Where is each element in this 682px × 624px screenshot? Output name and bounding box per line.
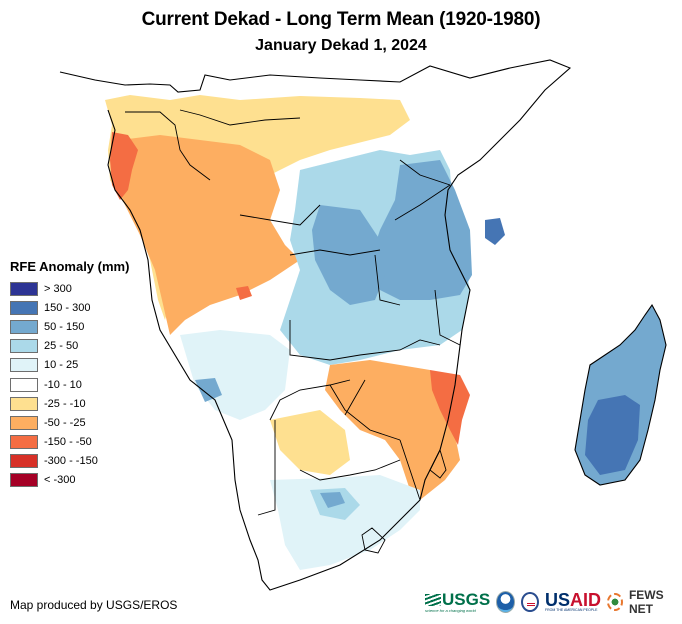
usgs-text: USGS xyxy=(442,589,491,609)
usaid-suffix: AID xyxy=(570,590,601,610)
legend-item: 10 - 25 xyxy=(10,356,129,375)
anomaly-zone-namibia-blue xyxy=(195,378,222,402)
legend-item: < -300 xyxy=(10,471,129,490)
legend-swatch xyxy=(10,339,38,354)
coastline xyxy=(59,59,572,591)
anomaly-zone-botswana-yellow xyxy=(270,410,350,475)
anomaly-zone-central-orange xyxy=(112,135,300,335)
legend-item: 50 - 150 xyxy=(10,317,129,336)
legend-label: > 300 xyxy=(44,282,72,295)
legend-label: 50 - 150 xyxy=(44,320,85,333)
legend-label: -150 - -50 xyxy=(44,436,92,449)
anomaly-zone-tanzania-dark xyxy=(485,218,505,245)
legend-label: -50 - -25 xyxy=(44,416,86,429)
legend-item: 25 - 50 xyxy=(10,337,129,356)
legend-label: 10 - 25 xyxy=(44,359,79,372)
fews-globe-icon xyxy=(607,593,623,611)
anomaly-zone-zimbabwe-orange xyxy=(325,360,460,500)
logo-bar: USGS science for a changing world USAID … xyxy=(425,588,682,616)
noaa-logo-icon xyxy=(496,591,516,613)
madagascar-dark-zone xyxy=(585,395,640,475)
legend-item: -150 - -50 xyxy=(10,433,129,452)
legend-swatch xyxy=(10,435,38,450)
legend: RFE Anomaly (mm) > 300 150 - 300 50 - 150 2… xyxy=(10,259,129,490)
legend-swatch xyxy=(10,473,38,488)
usgs-tagline: science for a changing world xyxy=(425,607,476,613)
country-borders xyxy=(125,109,461,554)
usaid-prefix: US xyxy=(544,590,570,610)
map-subtitle: January Dekad 1, 2024 xyxy=(255,37,427,54)
usaid-seal-icon xyxy=(521,592,539,612)
anomaly-zone-southafrica-blue-2 xyxy=(320,492,345,508)
legend-swatch xyxy=(10,281,38,296)
anomaly-zone-southafrica-lightblue xyxy=(270,475,420,570)
legend-item: 150 - 300 xyxy=(10,298,129,317)
usaid-logo: USAID FROM THE AMERICAN PEOPLE xyxy=(544,590,601,612)
legend-swatch xyxy=(10,415,38,430)
legend-label: -10 - 10 xyxy=(44,378,82,391)
legend-label: -300 - -150 xyxy=(44,455,98,468)
legend-swatch xyxy=(10,358,38,373)
legend-item: -300 - -150 xyxy=(10,452,129,471)
fews-net-text: FEWS NET xyxy=(628,588,664,616)
legend-label: 25 - 50 xyxy=(44,340,79,353)
legend-item: -10 - 10 xyxy=(10,375,129,394)
legend-label: < -300 xyxy=(44,474,76,487)
legend-item: > 300 xyxy=(10,279,129,298)
map-title: Current Dekad - Long Term Mean (1920-198… xyxy=(141,9,541,30)
legend-swatch xyxy=(10,396,38,411)
usgs-logo: USGS science for a changing world xyxy=(425,589,491,613)
anomaly-zone-gabon-red xyxy=(110,132,138,200)
legend-item: -25 - -10 xyxy=(10,394,129,413)
legend-label: -25 - -10 xyxy=(44,397,86,410)
legend-swatch xyxy=(10,319,38,334)
credit-text: Map produced by USGS/EROS xyxy=(10,598,178,612)
legend-label: 150 - 300 xyxy=(44,301,91,314)
legend-swatch xyxy=(10,300,38,315)
legend-title: RFE Anomaly (mm) xyxy=(10,259,130,274)
usaid-tagline: FROM THE AMERICAN PEOPLE xyxy=(544,608,598,612)
anomaly-zone-tanzania-blue xyxy=(370,160,472,300)
legend-swatch xyxy=(10,454,38,469)
usgs-waves-icon xyxy=(425,593,441,606)
anomaly-zone-angola-red xyxy=(236,286,252,300)
legend-item: -50 - -25 xyxy=(10,413,129,432)
legend-swatch xyxy=(10,377,38,392)
